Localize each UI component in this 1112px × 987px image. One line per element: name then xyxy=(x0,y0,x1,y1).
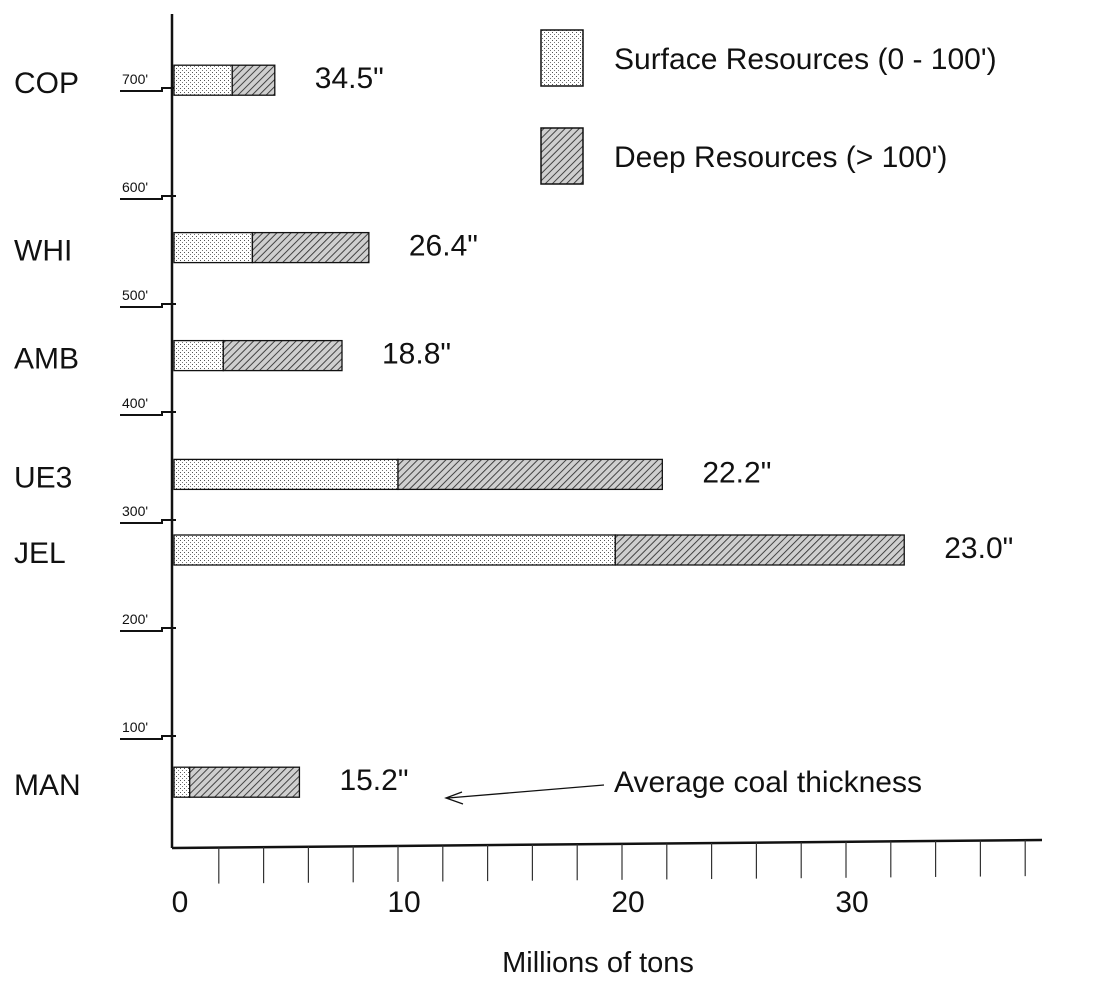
depth-tick-label: 400' xyxy=(122,395,148,411)
category-label-ue3: UE3 xyxy=(14,461,72,494)
depth-tick-label: 300' xyxy=(122,503,148,519)
bar-deep-amb xyxy=(222,339,343,372)
bar-deep-man xyxy=(189,766,301,798)
depth-tick xyxy=(120,303,176,308)
bar-surface-man xyxy=(173,766,191,798)
annotation-arrow-head xyxy=(444,791,464,805)
bar-deep-whi xyxy=(251,231,370,264)
category-label-jel: JEL xyxy=(14,537,66,570)
category-label-cop: COP xyxy=(14,67,79,100)
x-axis-line xyxy=(171,838,1043,850)
depth-tick xyxy=(120,519,176,524)
legend: Surface Resources (0 - 100') Deep Resour… xyxy=(540,29,997,185)
category-labels: COP WHI AMB UE3 JEL MAN xyxy=(14,67,81,802)
legend-swatch-surface xyxy=(540,29,584,87)
depth-tick xyxy=(120,87,176,92)
x-axis-tick-labels: 0 10 20 30 xyxy=(172,886,869,919)
bar-surface-whi xyxy=(173,231,254,264)
thickness-label-whi: 26.4" xyxy=(409,230,478,263)
bar-deep-cop xyxy=(231,64,276,96)
depth-tick xyxy=(120,411,176,416)
thickness-label-ue3: 22.2" xyxy=(702,456,771,489)
x-axis-title: Millions of tons xyxy=(502,947,694,979)
axes xyxy=(170,14,1043,884)
thickness-label-jel: 23.0" xyxy=(944,532,1013,565)
depth-axis: 100' 200' 300' 400' 500' 600' 700' xyxy=(120,71,176,740)
x-tick-label: 0 xyxy=(172,886,189,919)
annotation-arrow-line xyxy=(447,784,605,799)
depth-tick-label: 500' xyxy=(122,287,148,303)
annotation-text: Average coal thickness xyxy=(614,766,922,799)
depth-tick-label: 100' xyxy=(122,719,148,735)
bar-deep-jel xyxy=(614,534,905,566)
x-axis-minor-ticks xyxy=(218,840,1026,884)
bars xyxy=(173,64,905,798)
depth-tick xyxy=(120,735,176,740)
bar-surface-cop xyxy=(173,64,233,96)
thickness-label-amb: 18.8" xyxy=(382,338,451,371)
thickness-labels: 34.5" 26.4" 18.8" 22.2" 23.0" 15.2" xyxy=(315,62,1013,797)
bar-deep-ue3 xyxy=(397,458,663,491)
x-tick-label: 10 xyxy=(387,886,420,919)
bar-surface-ue3 xyxy=(173,458,399,491)
depth-tick-label: 700' xyxy=(122,71,148,87)
x-tick-label: 20 xyxy=(611,886,644,919)
category-label-whi: WHI xyxy=(14,235,72,268)
thickness-label-cop: 34.5" xyxy=(315,62,384,95)
category-label-man: MAN xyxy=(14,769,81,802)
depth-tick-label: 200' xyxy=(122,611,148,627)
depth-tick-label: 600' xyxy=(122,179,148,195)
bar-surface-jel xyxy=(173,534,616,566)
x-tick-label: 30 xyxy=(835,886,868,919)
thickness-label-man: 15.2" xyxy=(339,764,408,797)
bar-surface-amb xyxy=(173,339,224,372)
depth-tick xyxy=(120,627,176,632)
legend-swatch-deep xyxy=(540,127,584,185)
depth-tick xyxy=(120,195,176,200)
legend-label-surface: Surface Resources (0 - 100') xyxy=(614,43,997,76)
category-label-amb: AMB xyxy=(14,343,79,376)
thickness-annotation: Average coal thickness xyxy=(444,766,922,805)
legend-label-deep: Deep Resources (> 100') xyxy=(614,141,947,174)
